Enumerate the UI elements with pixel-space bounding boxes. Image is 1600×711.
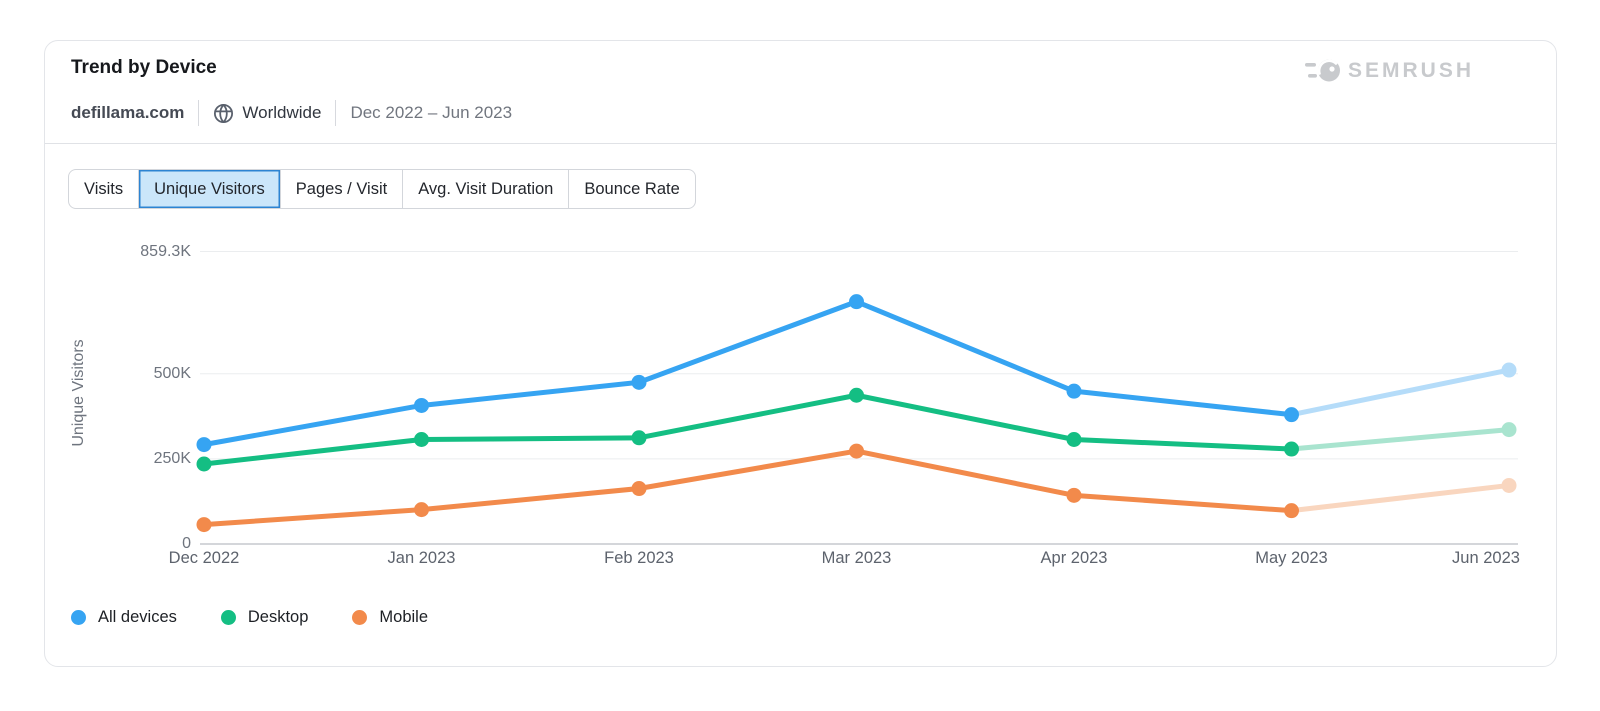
point-mobile-mar-2023[interactable] xyxy=(849,443,864,459)
x-tick-dec-2022: Dec 2022 xyxy=(168,549,240,567)
semrush-icon xyxy=(1304,59,1340,82)
x-tick-jun-2023: Jun 2023 xyxy=(1452,549,1520,567)
point-all-devices-mar-2023[interactable] xyxy=(849,294,864,310)
semrush-logo: SEMRUSH xyxy=(1304,57,1474,84)
x-tick-jan-2023: Jan 2023 xyxy=(387,549,456,567)
point-mobile-jun-2023[interactable] xyxy=(1501,477,1517,493)
point-desktop-mar-2023[interactable] xyxy=(849,387,864,403)
legend-item-mobile[interactable]: Mobile xyxy=(352,608,428,627)
point-mobile-dec-2022[interactable] xyxy=(196,517,212,533)
line-mobile-projected xyxy=(1289,482,1512,514)
y-tick-0: 0 xyxy=(182,535,191,552)
chart-legend: All devices Desktop Mobile xyxy=(71,604,428,630)
tab-pages-visit[interactable]: Pages / Visit xyxy=(281,170,404,208)
legend-item-all-devices[interactable]: All devices xyxy=(71,608,177,627)
line-mobile xyxy=(201,448,1294,528)
tab-bounce-rate[interactable]: Bounce Rate xyxy=(584,179,680,198)
point-desktop-dec-2022[interactable] xyxy=(196,456,212,472)
legend-label-all-devices: All devices xyxy=(98,607,177,626)
point-mobile-feb-2023[interactable] xyxy=(631,481,647,497)
point-desktop-jun-2023[interactable] xyxy=(1501,422,1517,438)
domain-label: defillama.com xyxy=(71,103,185,122)
y-tick-859-3k: 859.3K xyxy=(140,242,191,260)
point-all-devices-dec-2022[interactable] xyxy=(196,437,212,453)
legend-dot-all-devices xyxy=(71,609,86,625)
legend-label-mobile: Mobile xyxy=(379,607,429,626)
tab-unique-visitors[interactable]: Unique Visitors xyxy=(139,170,281,208)
point-all-devices-may-2023[interactable] xyxy=(1284,407,1299,423)
date-range-label: Dec 2022 – Jun 2023 xyxy=(350,103,513,122)
legend-dot-desktop xyxy=(220,609,236,625)
point-desktop-feb-2023[interactable] xyxy=(631,430,647,446)
point-all-devices-jun-2023[interactable] xyxy=(1501,362,1517,378)
line-all-devices-projected xyxy=(1289,367,1512,418)
line-all-devices xyxy=(201,299,1294,448)
legend-label-desktop: Desktop xyxy=(247,607,309,626)
x-tick-feb-2023: Feb 2023 xyxy=(604,549,674,567)
point-mobile-apr-2023[interactable] xyxy=(1066,487,1082,503)
point-desktop-may-2023[interactable] xyxy=(1284,441,1299,457)
separator xyxy=(198,100,200,126)
y-tick-500k: 500K xyxy=(153,364,191,382)
legend-item-desktop[interactable]: Desktop xyxy=(220,607,309,627)
point-mobile-jan-2023[interactable] xyxy=(414,502,429,518)
report-meta: defillama.com Worldwide Dec 2022 – Jun 2… xyxy=(71,99,512,127)
metric-tabs: Visits Unique Visitors Pages / Visit Avg. V… xyxy=(68,169,696,209)
tab-avg-visit-duration[interactable]: Avg. Visit Duration xyxy=(403,170,570,208)
point-mobile-may-2023[interactable] xyxy=(1284,503,1299,519)
globe-icon xyxy=(214,103,234,123)
y-tick-250k: 250K xyxy=(153,449,191,467)
separator xyxy=(335,100,337,126)
line-desktop xyxy=(201,392,1294,467)
x-tick-apr-2023: Apr 2023 xyxy=(1040,549,1108,567)
line-desktop-projected xyxy=(1289,427,1512,452)
semrush-wordmark: SEMRUSH xyxy=(1347,58,1474,82)
x-tick-mar-2023: Mar 2023 xyxy=(821,549,892,567)
legend-dot-mobile xyxy=(352,609,368,625)
trend-by-device-card: Trend by Device SEMRUSH defillama.com xyxy=(44,40,1557,667)
point-desktop-jan-2023[interactable] xyxy=(414,431,429,447)
point-all-devices-jan-2023[interactable] xyxy=(414,397,429,413)
point-all-devices-feb-2023[interactable] xyxy=(631,374,647,390)
page-title: Trend by Device xyxy=(71,57,217,78)
trend-chart[interactable] xyxy=(45,41,1558,668)
x-tick-may-2023: May 2023 xyxy=(1255,549,1328,567)
point-desktop-apr-2023[interactable] xyxy=(1066,431,1082,447)
tab-visits[interactable]: Visits xyxy=(69,170,140,208)
header-divider xyxy=(45,143,1556,144)
point-all-devices-apr-2023[interactable] xyxy=(1066,383,1082,399)
location-label: Worldwide xyxy=(213,103,321,124)
